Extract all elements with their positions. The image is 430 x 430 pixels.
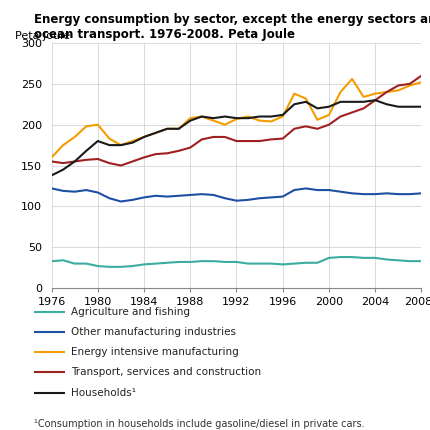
Text: Agriculture and fishing: Agriculture and fishing	[71, 307, 190, 317]
Text: Peta Joule: Peta Joule	[15, 31, 70, 40]
Text: Transport, services and construction: Transport, services and construction	[71, 367, 261, 378]
Text: Other manufacturing industries: Other manufacturing industries	[71, 327, 236, 337]
Text: Energy consumption by sector, except the energy sectors and
ocean transport. 197: Energy consumption by sector, except the…	[34, 13, 430, 41]
Text: Households¹: Households¹	[71, 387, 136, 398]
Text: ¹Consumption in households include gasoline/diesel in private cars.: ¹Consumption in households include gasol…	[34, 419, 365, 429]
Text: Energy intensive manufacturing: Energy intensive manufacturing	[71, 347, 239, 357]
